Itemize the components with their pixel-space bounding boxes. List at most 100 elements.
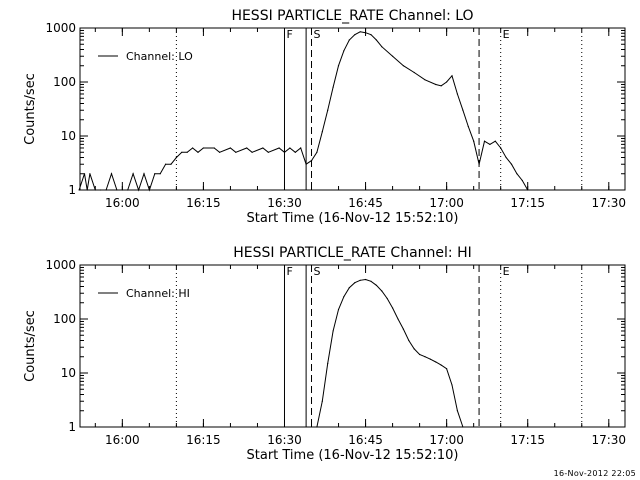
data-point: [327, 362, 329, 365]
data-point: [440, 364, 442, 366]
data-point: [359, 279, 361, 281]
data-point: [267, 151, 269, 153]
data-point: [348, 287, 350, 289]
y-tick-label: 1000: [45, 258, 76, 272]
data-point: [446, 81, 448, 83]
chart-panel-2: HESSI PARTICLE_RATE Channel: HI 1 10 100 100…: [23, 245, 626, 463]
x-tick-label: 17:00: [429, 196, 464, 210]
data-point: [110, 173, 113, 175]
y-tick-label: 10: [61, 366, 76, 380]
data-point: [246, 147, 248, 149]
data-point: [435, 83, 437, 86]
marker-label-s: S: [314, 265, 321, 278]
data-point: [132, 173, 134, 175]
data-point: [516, 173, 518, 175]
legend-entry: Channel: HI: [126, 287, 190, 300]
data-point: [402, 328, 404, 330]
data-point: [424, 79, 426, 81]
data-point: [354, 282, 356, 284]
data-point: [94, 189, 96, 191]
data-point: [229, 147, 231, 149]
data-point: [278, 147, 280, 149]
data-point: [219, 151, 221, 153]
data-point: [419, 353, 421, 356]
data-point: [435, 361, 437, 363]
x-axis-label: Start Time (16-Nov-12 15:52:10): [247, 448, 459, 463]
data-point: [359, 31, 361, 33]
data-point: [365, 32, 367, 34]
data-point: [478, 163, 480, 165]
data-point: [473, 140, 475, 142]
x-tick-label: 17:15: [510, 196, 545, 210]
data-point: [527, 189, 529, 191]
marker-label-f: F: [286, 28, 292, 41]
x-tick-label: 16:45: [348, 433, 383, 447]
data-point: [413, 71, 415, 74]
data-point: [283, 151, 286, 153]
data-point: [154, 173, 156, 175]
data-point: [127, 189, 129, 191]
data-point: [192, 147, 194, 149]
data-point: [510, 163, 513, 165]
chart-title: HESSI PARTICLE_RATE Channel: HI: [233, 245, 471, 261]
x-tick-label: 16:45: [348, 196, 383, 210]
marker-label-e: E: [503, 265, 510, 278]
data-point: [440, 85, 442, 87]
data-point: [456, 410, 458, 412]
x-tick-label: 17:30: [591, 196, 626, 210]
data-point: [321, 400, 323, 402]
data-point: [305, 163, 307, 165]
chart-panel-1: HESSI PARTICLE_RATE Channel: LO 1 10 100 100…: [23, 8, 626, 226]
data-point: [89, 173, 91, 175]
data-point: [316, 151, 318, 153]
y-tick-label: 1: [68, 420, 76, 434]
data-point: [213, 147, 215, 149]
data-point: [251, 151, 253, 153]
y-tick-label: 1: [68, 183, 76, 197]
data-point: [78, 189, 80, 191]
x-tick-label: 17:30: [591, 433, 626, 447]
data-point: [337, 65, 340, 67]
data-point: [424, 356, 426, 358]
x-tick-label: 16:15: [186, 433, 221, 447]
data-point: [235, 151, 237, 153]
data-point: [181, 151, 183, 153]
data-point: [397, 318, 399, 320]
data-point: [343, 296, 345, 298]
plot-frame: [79, 264, 626, 428]
data-point: [121, 189, 123, 191]
data-point: [505, 156, 507, 159]
data-point: [197, 151, 199, 153]
data-point: [310, 160, 313, 162]
data-point: [467, 125, 469, 128]
y-tick-label: 100: [53, 75, 76, 89]
series-line: [316, 278, 464, 428]
marker-label-s: S: [314, 28, 321, 41]
data-point: [100, 189, 102, 191]
data-point: [451, 384, 453, 386]
data-point: [83, 173, 86, 175]
x-axis-label: Start Time (16-Nov-12 15:52:10): [247, 211, 459, 226]
data-point: [483, 140, 486, 142]
data-point: [343, 50, 345, 52]
data-point: [138, 189, 140, 191]
data-point: [462, 426, 464, 428]
y-axis-label: Counts/sec: [23, 310, 38, 382]
y-tick-label: 100: [53, 312, 76, 326]
data-point: [392, 307, 394, 309]
data-point: [116, 189, 118, 191]
marker-label-e: E: [503, 28, 510, 41]
data-point: [446, 368, 448, 370]
x-tick-label: 16:00: [105, 196, 140, 210]
data-point: [332, 330, 334, 332]
y-tick-label: 10: [61, 129, 76, 143]
data-point: [365, 278, 367, 281]
y-axis-label: Counts/sec: [23, 73, 38, 145]
data-point: [370, 280, 372, 282]
data-point: [451, 75, 453, 77]
data-point: [148, 189, 150, 191]
data-point: [494, 140, 496, 142]
data-point: [86, 189, 88, 191]
data-point: [321, 131, 323, 133]
